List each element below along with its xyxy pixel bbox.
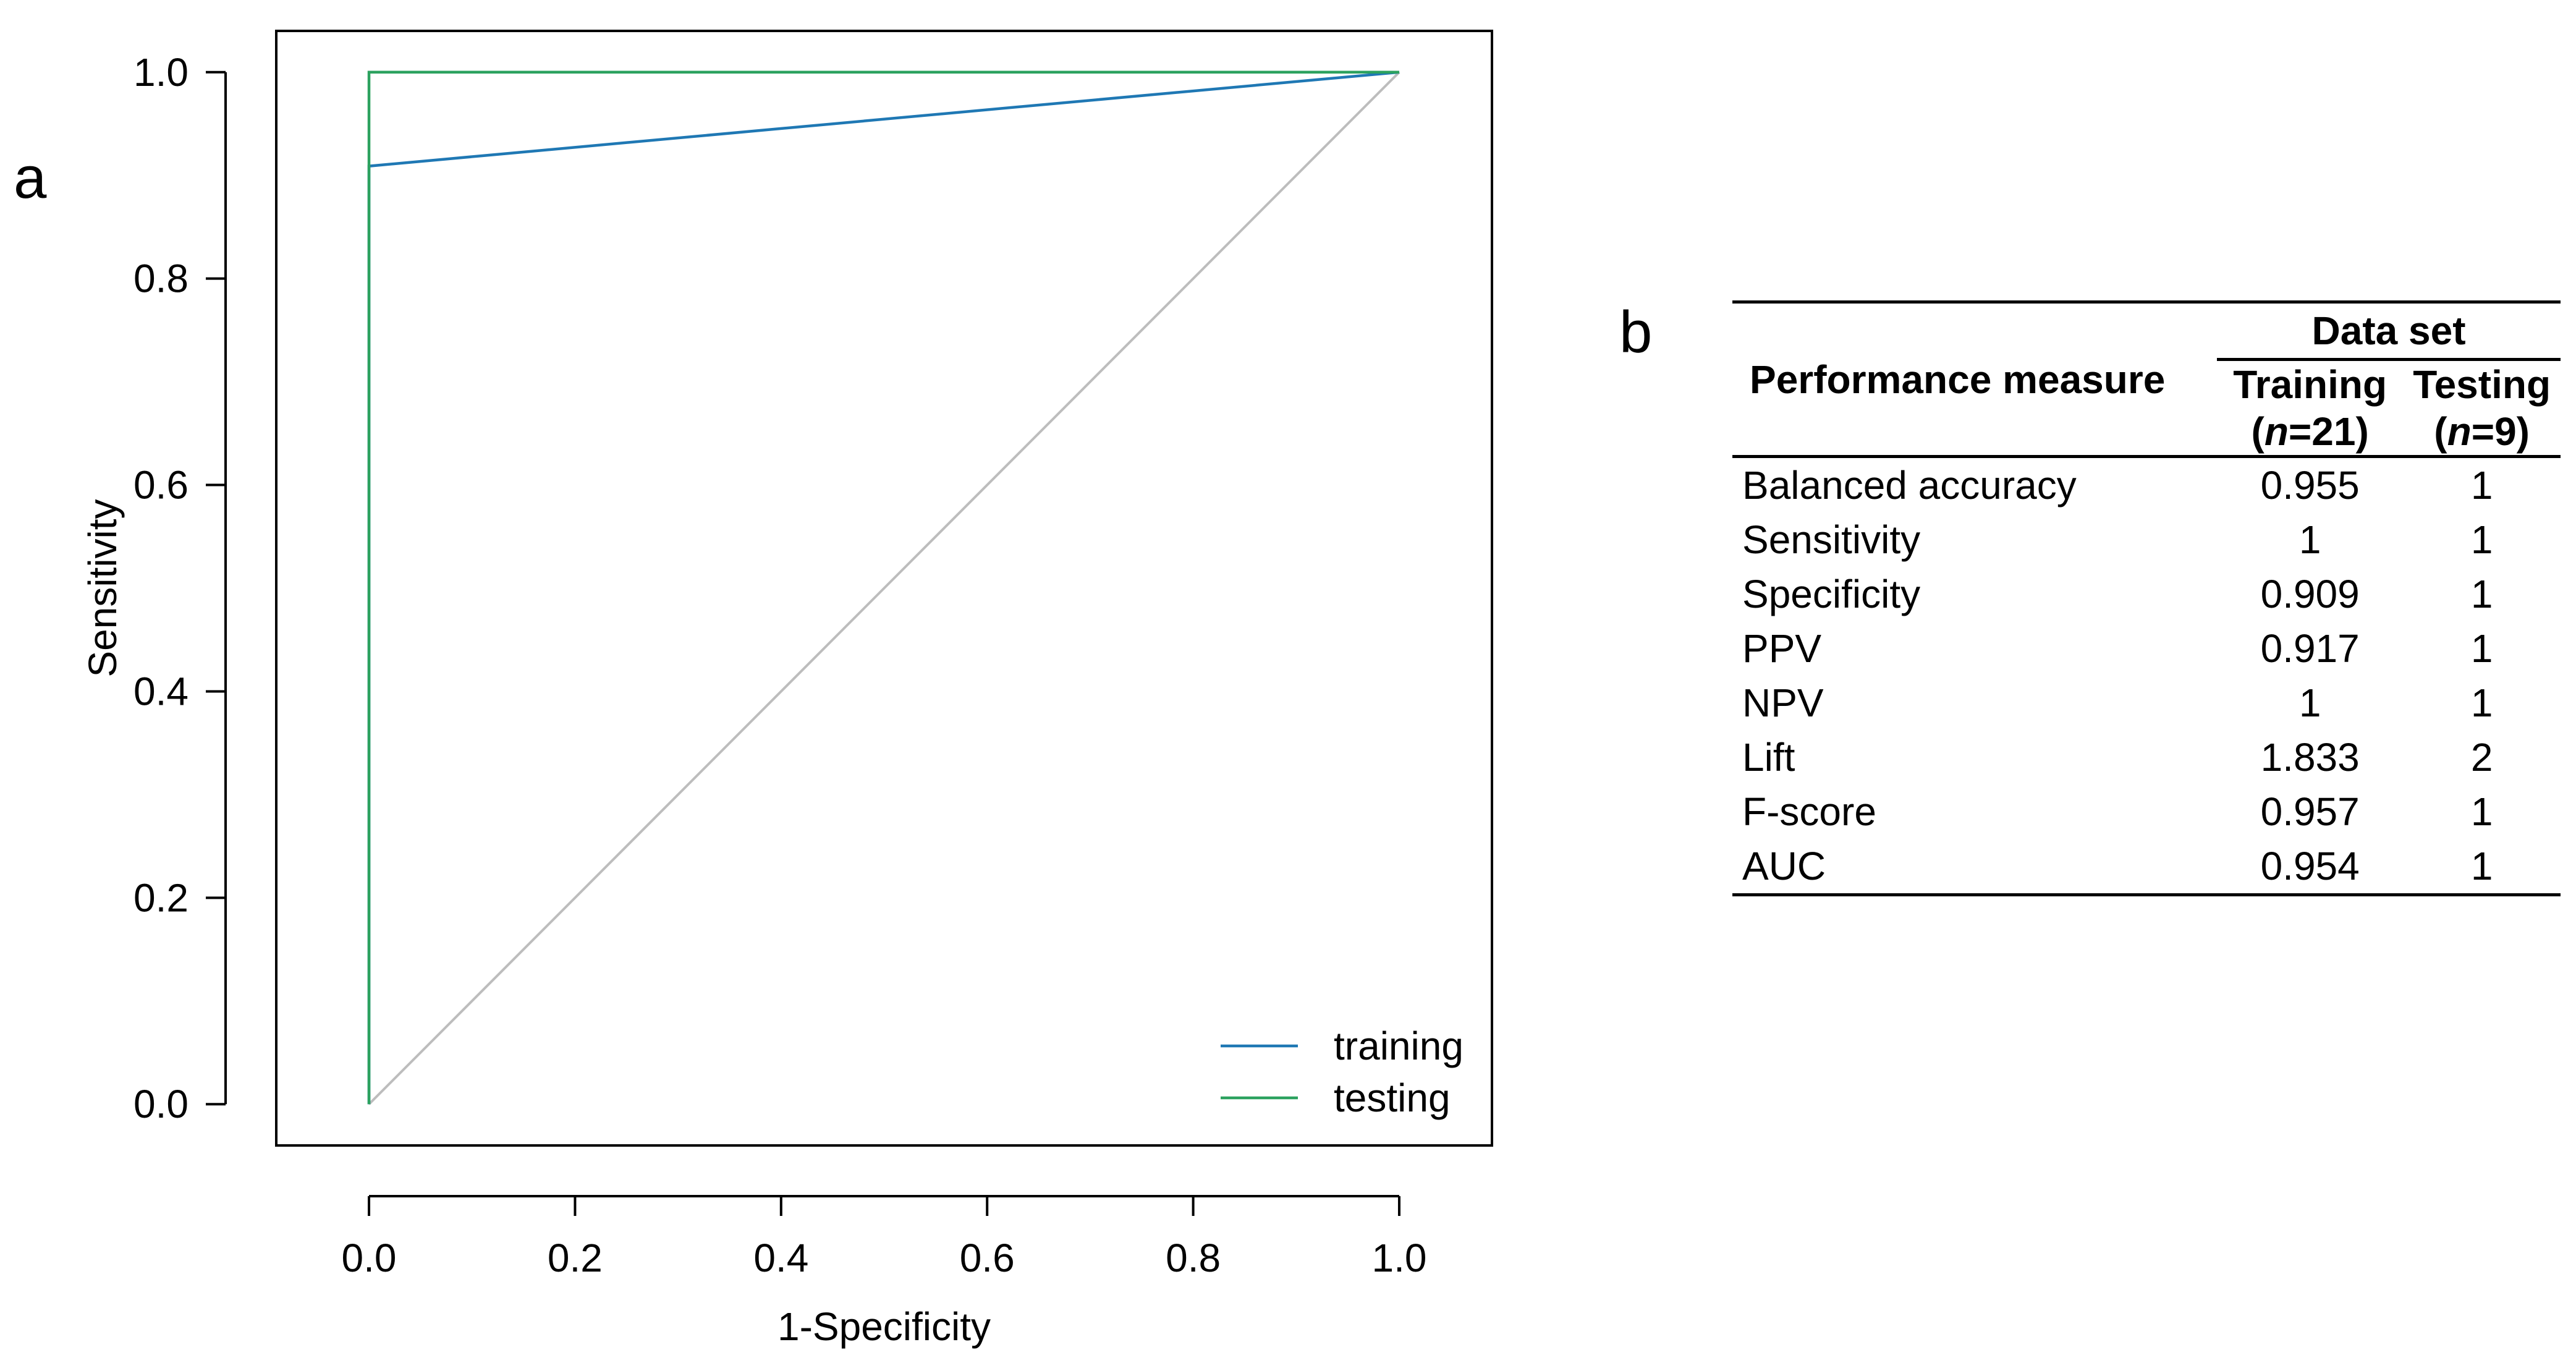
y-tick-label-0.6: 0.6 (133, 463, 189, 508)
table-row: Lift 1.833 2 (1732, 730, 2561, 784)
row-measure-ppv: PPV (1742, 626, 1822, 671)
row-training-sensitivity: 1 (2298, 517, 2321, 562)
training-n-value: =21) (2288, 409, 2369, 454)
row-testing-ppv: 1 (2470, 626, 2493, 671)
row-training-specificity: 0.909 (2260, 572, 2360, 616)
row-measure-balanced-accuracy: Balanced accuracy (1742, 463, 2077, 508)
row-measure-f-score: F-score (1742, 789, 1876, 834)
table-header-row-group: Performance measure Data set (1732, 302, 2561, 402)
y-axis-title: Sensitivity (80, 499, 125, 677)
table-row: PPV 0.917 1 (1732, 621, 2561, 676)
axes: 0.0 0.2 0.4 0.6 0.8 1.0 0.0 0.2 0.4 0.6 0.8 1.0 1-Sp… (80, 30, 1493, 1349)
y-tick-label-1.0: 1.0 (133, 50, 189, 95)
table-row: Balanced accuracy 0.955 1 (1732, 457, 2561, 513)
legend-label-testing: testing (1334, 1076, 1451, 1120)
panel-label-b: b (1619, 299, 1653, 365)
x-tick-label-0.0: 0.0 (342, 1236, 397, 1280)
testing-column-header: Testing (n=9) (2403, 360, 2561, 456)
x-tick-label-0.2: 0.2 (548, 1236, 603, 1280)
training-n-symbol: n (2264, 409, 2289, 454)
testing-n-symbol: n (2447, 409, 2472, 454)
row-testing-npv: 1 (2470, 681, 2493, 725)
row-measure-sensitivity: Sensitivity (1742, 517, 1921, 562)
measure-column-header: Performance measure (1750, 357, 2166, 402)
row-testing-specificity: 1 (2470, 572, 2493, 616)
performance-table: Performance measure Data set Training (n… (1732, 300, 2561, 896)
training-column-name: Training (2233, 362, 2387, 407)
roc-chart: 0.0 0.2 0.4 0.6 0.8 1.0 0.0 0.2 0.4 0.6 0.8 1.0 1-Sp… (80, 30, 1493, 1349)
row-testing-lift: 2 (2470, 735, 2493, 780)
row-training-auc: 0.954 (2260, 844, 2360, 888)
y-tick-label-0.2: 0.2 (133, 875, 189, 920)
testing-n-prefix: ( (2434, 409, 2447, 454)
table-row: Sensitivity 1 1 (1732, 512, 2561, 567)
testing-n-value: =9) (2471, 409, 2530, 454)
x-tick-label-0.8: 0.8 (1166, 1236, 1221, 1280)
x-tick-label-0.4: 0.4 (753, 1236, 808, 1280)
panel-label-a: a (14, 145, 47, 211)
x-axis-title: 1-Specificity (777, 1304, 991, 1349)
series-line-testing (367, 70, 1399, 1105)
table-row: AUC 0.954 1 (1732, 839, 2561, 895)
row-testing-f-score: 1 (2470, 789, 2493, 834)
training-n-prefix: ( (2251, 409, 2265, 454)
row-measure-auc: AUC (1742, 844, 1826, 888)
testing-column-name: Testing (2413, 362, 2551, 407)
row-training-ppv: 0.917 (2260, 626, 2360, 671)
plot-area (367, 70, 1400, 1105)
y-tick-label-0.0: 0.0 (133, 1082, 189, 1126)
reference-diagonal-line (368, 71, 1400, 1105)
row-measure-npv: NPV (1742, 681, 1824, 725)
plot-frame (275, 30, 1493, 1147)
x-tick-label-0.6: 0.6 (960, 1236, 1015, 1280)
y-tick-label-0.8: 0.8 (133, 257, 189, 301)
y-tick-label-0.4: 0.4 (133, 669, 189, 713)
row-training-npv: 1 (2298, 681, 2321, 725)
row-training-lift: 1.833 (2260, 735, 2360, 780)
performance-table-container: Performance measure Data set Training (n… (1732, 300, 2561, 896)
table-row: NPV 1 1 (1732, 676, 2561, 730)
row-training-f-score: 0.957 (2260, 789, 2360, 834)
legend-label-training: training (1334, 1024, 1464, 1068)
row-training-balanced-accuracy: 0.955 (2260, 463, 2360, 508)
table-row: Specificity 0.909 1 (1732, 567, 2561, 621)
legend: training testing (1221, 1024, 1464, 1120)
row-testing-auc: 1 (2470, 844, 2493, 888)
header-separator (1732, 454, 2561, 458)
training-column-header: Training (n=21) (2217, 360, 2403, 456)
row-testing-balanced-accuracy: 1 (2470, 463, 2493, 508)
row-measure-lift: Lift (1742, 735, 1795, 780)
data-set-group-header: Data set (2217, 302, 2561, 361)
x-tick-label-1.0: 1.0 (1371, 1236, 1426, 1280)
table-row: F-score 0.957 1 (1732, 784, 2561, 839)
row-testing-sensitivity: 1 (2470, 517, 2493, 562)
row-measure-specificity: Specificity (1742, 572, 1921, 616)
table-header-row-columns: Training (n=21) Testing (n=9) (1732, 360, 2561, 456)
